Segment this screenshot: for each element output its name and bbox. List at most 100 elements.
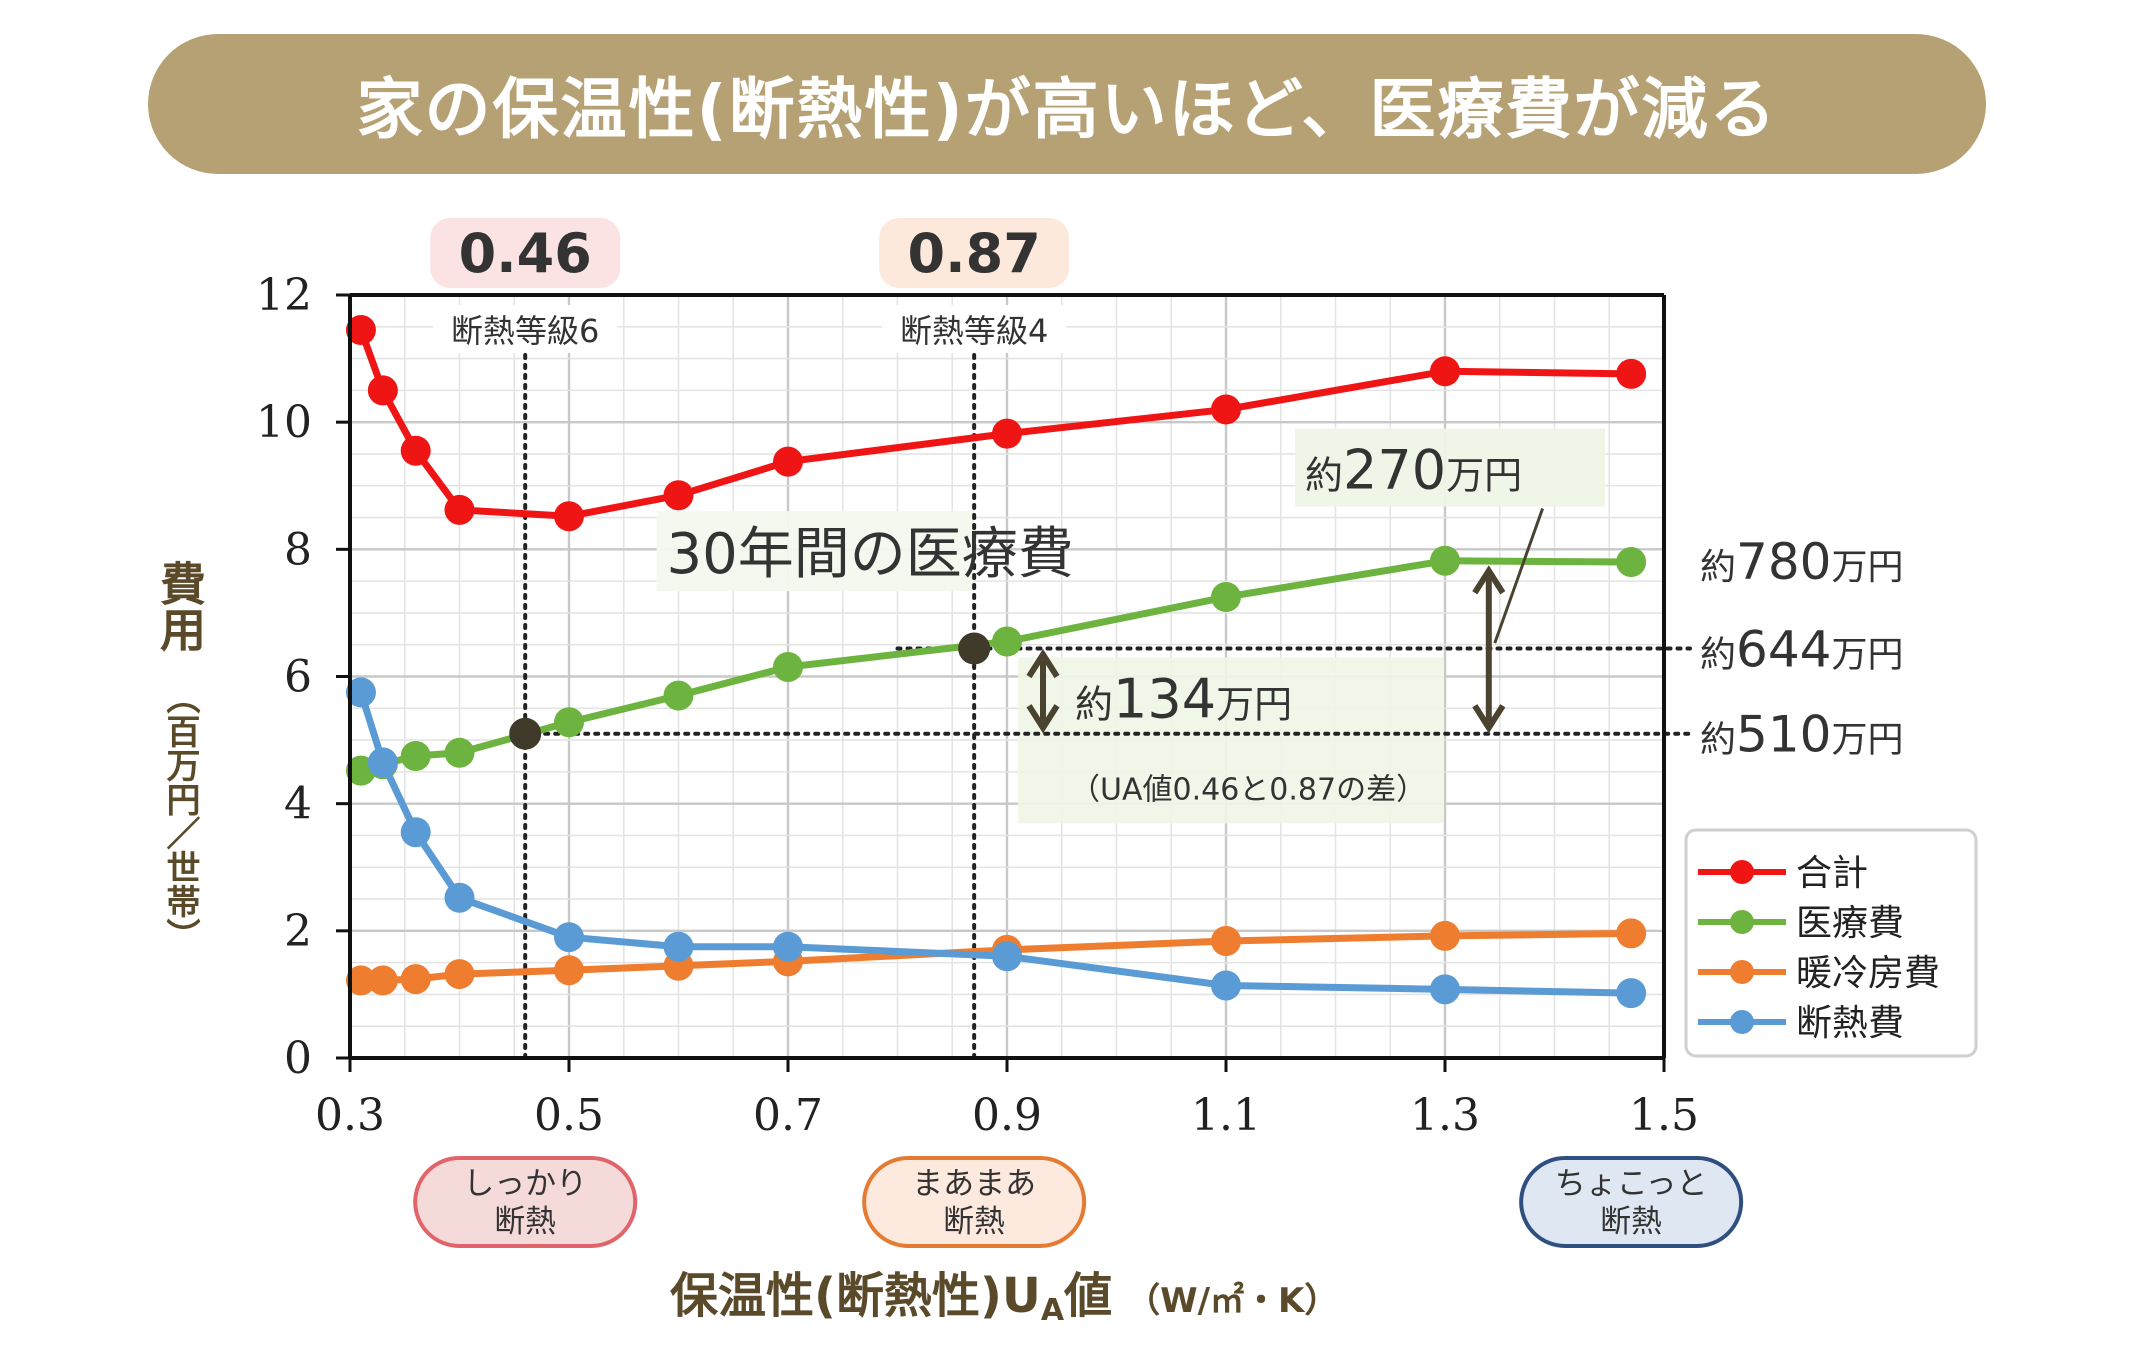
right-label-510: 約510万円 [1700, 706, 1903, 764]
y-tick-label: 8 [284, 524, 312, 575]
data-point [1616, 978, 1647, 1009]
data-point [345, 314, 376, 345]
marker-value: 0.87 [908, 222, 1041, 285]
y-tick-label: 12 [256, 270, 312, 321]
legend-label: 合計 [1796, 853, 1868, 894]
grade-label-bg [433, 305, 618, 353]
series-title-bg [656, 511, 975, 592]
data-point [367, 965, 398, 996]
category-pill [862, 1156, 1087, 1248]
y-tick-label: 2 [284, 906, 312, 957]
data-point [773, 446, 803, 477]
data-point [554, 501, 584, 532]
right-label-780: 約780万円 [1700, 533, 1903, 591]
data-point [400, 740, 431, 771]
data-point [1211, 582, 1241, 613]
diff-270-bg [1295, 428, 1605, 507]
grade-label-bg [882, 305, 1067, 353]
data-point [554, 922, 584, 953]
y-axis-unit: （百万円／世帯） [160, 680, 200, 952]
marker-value: 0.46 [459, 222, 592, 285]
right-label-644: 約644万円 [1700, 621, 1903, 679]
data-point [992, 626, 1022, 657]
axes: 0 2 4 6 8 10 12 0.3 0.5 0.7 0.9 1.1 1.3 1.5 費用 （百万円／世帯）… [153, 270, 1699, 1328]
category-line1: しっかり [463, 1166, 587, 1202]
category-line2: 断熱 [943, 1204, 1005, 1240]
data-point [1211, 970, 1241, 1001]
marker-badge [430, 218, 621, 288]
diff-270-leader [1493, 508, 1545, 644]
y-tick-label: 4 [284, 779, 312, 830]
page-title: 家の保温性(断熱性)が高いほど、医療費が減る [356, 71, 1778, 148]
category-line2: 断熱 [494, 1204, 556, 1240]
page-title-banner: 家の保温性(断熱性)が高いほど、医療費が減る [148, 34, 1986, 174]
legend-label: 暖冷房費 [1796, 953, 1940, 994]
x-axis-title: 保温性(断熱性)UA値 （W/㎡・K） [670, 1268, 1338, 1328]
marker-badge [879, 218, 1070, 288]
arrow-head-down [1026, 704, 1060, 734]
y-tick-label: 10 [256, 397, 312, 448]
x-tick-label: 0.3 [315, 1090, 385, 1141]
x-tick-label: 1.3 [1410, 1090, 1480, 1141]
data-point [992, 418, 1022, 449]
data-point [663, 480, 694, 511]
data-point [1430, 545, 1460, 576]
x-tick-label: 0.9 [972, 1090, 1042, 1141]
data-point [444, 959, 475, 990]
legend-swatch-dot [1730, 1010, 1754, 1034]
arrow-head-up [1026, 648, 1060, 679]
data-point [345, 965, 376, 996]
data-point [367, 747, 398, 778]
diff-270-arrow [1472, 565, 1506, 734]
data-point [554, 707, 584, 738]
annotation-backgrounds [656, 428, 1605, 824]
data-point [400, 435, 431, 466]
legend-swatch-dot [1730, 960, 1754, 984]
data-point [444, 494, 475, 525]
guide-lines [523, 333, 1692, 1060]
data-point [1430, 356, 1460, 387]
x-tick-label: 0.7 [753, 1090, 823, 1141]
data-point [773, 931, 803, 962]
legend-swatch-dot [1730, 860, 1754, 884]
data-point [1211, 926, 1241, 957]
diff-270-label: 約270万円 [1305, 439, 1522, 502]
x-tick-label: 1.5 [1629, 1090, 1699, 1141]
diff-134-label: 約134万円 [1075, 667, 1292, 730]
legend-label: 断熱費 [1796, 1003, 1904, 1044]
data-point [367, 375, 398, 406]
category-line1: ちょこっと [1555, 1166, 1708, 1202]
data-point [400, 964, 431, 995]
data-point [444, 737, 475, 768]
data-point [1616, 358, 1647, 389]
data-point [663, 680, 694, 711]
arrow-head-down [1472, 704, 1506, 734]
y-tick-label: 6 [284, 652, 312, 703]
category-pill [413, 1156, 638, 1248]
data-point [1616, 918, 1647, 949]
grade-label: 断熱等級6 [451, 312, 599, 350]
data-point [444, 882, 475, 913]
legend-swatch-dot [1730, 910, 1754, 934]
data-point [663, 931, 694, 962]
legend-box [1684, 828, 1978, 1058]
data-point [773, 651, 803, 682]
category-pill [1519, 1156, 1744, 1248]
annotations: 0.46断熱等級6しっかり断熱0.87断熱等級4まあまあ断熱ちょこっと断熱30年… [413, 218, 1903, 1248]
y-axis-title: 費用 [153, 560, 207, 652]
legend-label: 医療費 [1796, 903, 1904, 944]
data-point [1430, 920, 1460, 951]
data-point [400, 817, 431, 848]
category-line2: 断熱 [1600, 1204, 1662, 1240]
y-tick-label: 0 [284, 1033, 312, 1084]
data-point [992, 941, 1022, 972]
marker-intersection-dot [509, 717, 542, 750]
data-point [554, 955, 584, 986]
diff-134-arrow [1026, 648, 1060, 734]
diff-134-bg [1018, 657, 1444, 824]
arrow-head-up [1472, 565, 1506, 595]
data-point [1616, 547, 1647, 578]
x-tick-label: 1.1 [1191, 1090, 1261, 1141]
